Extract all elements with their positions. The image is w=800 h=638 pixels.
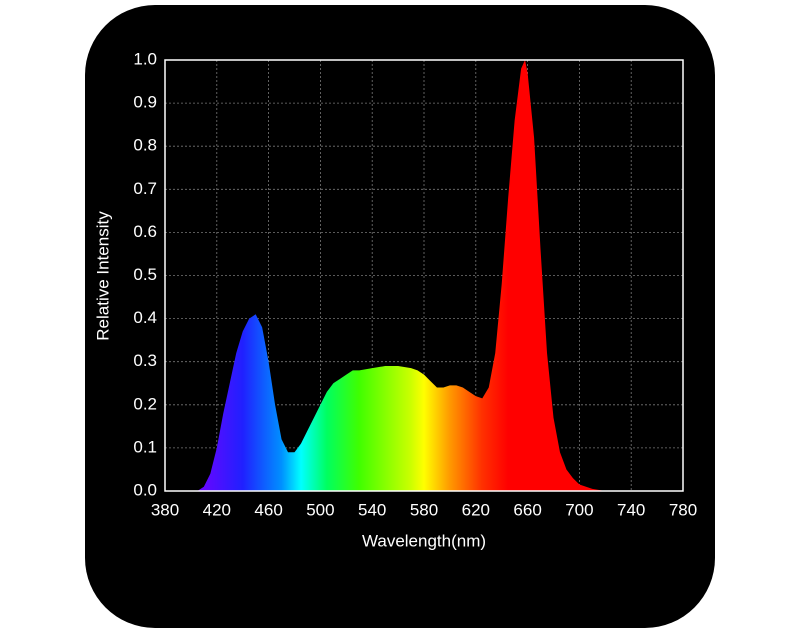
y-tick-label: 0.1: [133, 437, 157, 456]
x-tick-label: 740: [617, 500, 645, 519]
y-tick-label: 0.4: [133, 308, 157, 327]
x-tick-label: 620: [462, 500, 490, 519]
x-axis-label: Wavelength(nm): [362, 531, 486, 550]
y-tick-label: 0.9: [133, 93, 157, 112]
y-tick-label: 0.2: [133, 394, 157, 413]
x-tick-label: 540: [358, 500, 386, 519]
plot-border: [164, 59, 684, 492]
x-tick-label: 500: [306, 500, 334, 519]
y-tick-label: 0.7: [133, 179, 157, 198]
x-tick-label: 580: [410, 500, 438, 519]
x-tick-label: 660: [513, 500, 541, 519]
x-tick-label: 420: [203, 500, 231, 519]
x-tick-label: 700: [565, 500, 593, 519]
y-tick-label: 1.0: [133, 49, 157, 68]
plot-area: 0.0 0.1 0.2 0.3 0.4 0.5 0.6 0.7 0.8 0.9 1.0 380 420 4…: [133, 49, 697, 519]
y-tick-label: 0.3: [133, 351, 157, 370]
y-tick-label: 0.6: [133, 222, 157, 241]
x-tick-label: 780: [669, 500, 697, 519]
spectrum-area: [197, 60, 606, 491]
x-tick-label: 380: [151, 500, 179, 519]
y-tick-label: 0.5: [133, 265, 157, 284]
x-tick-label: 460: [254, 500, 282, 519]
y-axis-label: Relative Intensity: [93, 211, 112, 341]
y-tick-label: 0.8: [133, 136, 157, 155]
y-tick-label: 0.0: [133, 480, 157, 499]
